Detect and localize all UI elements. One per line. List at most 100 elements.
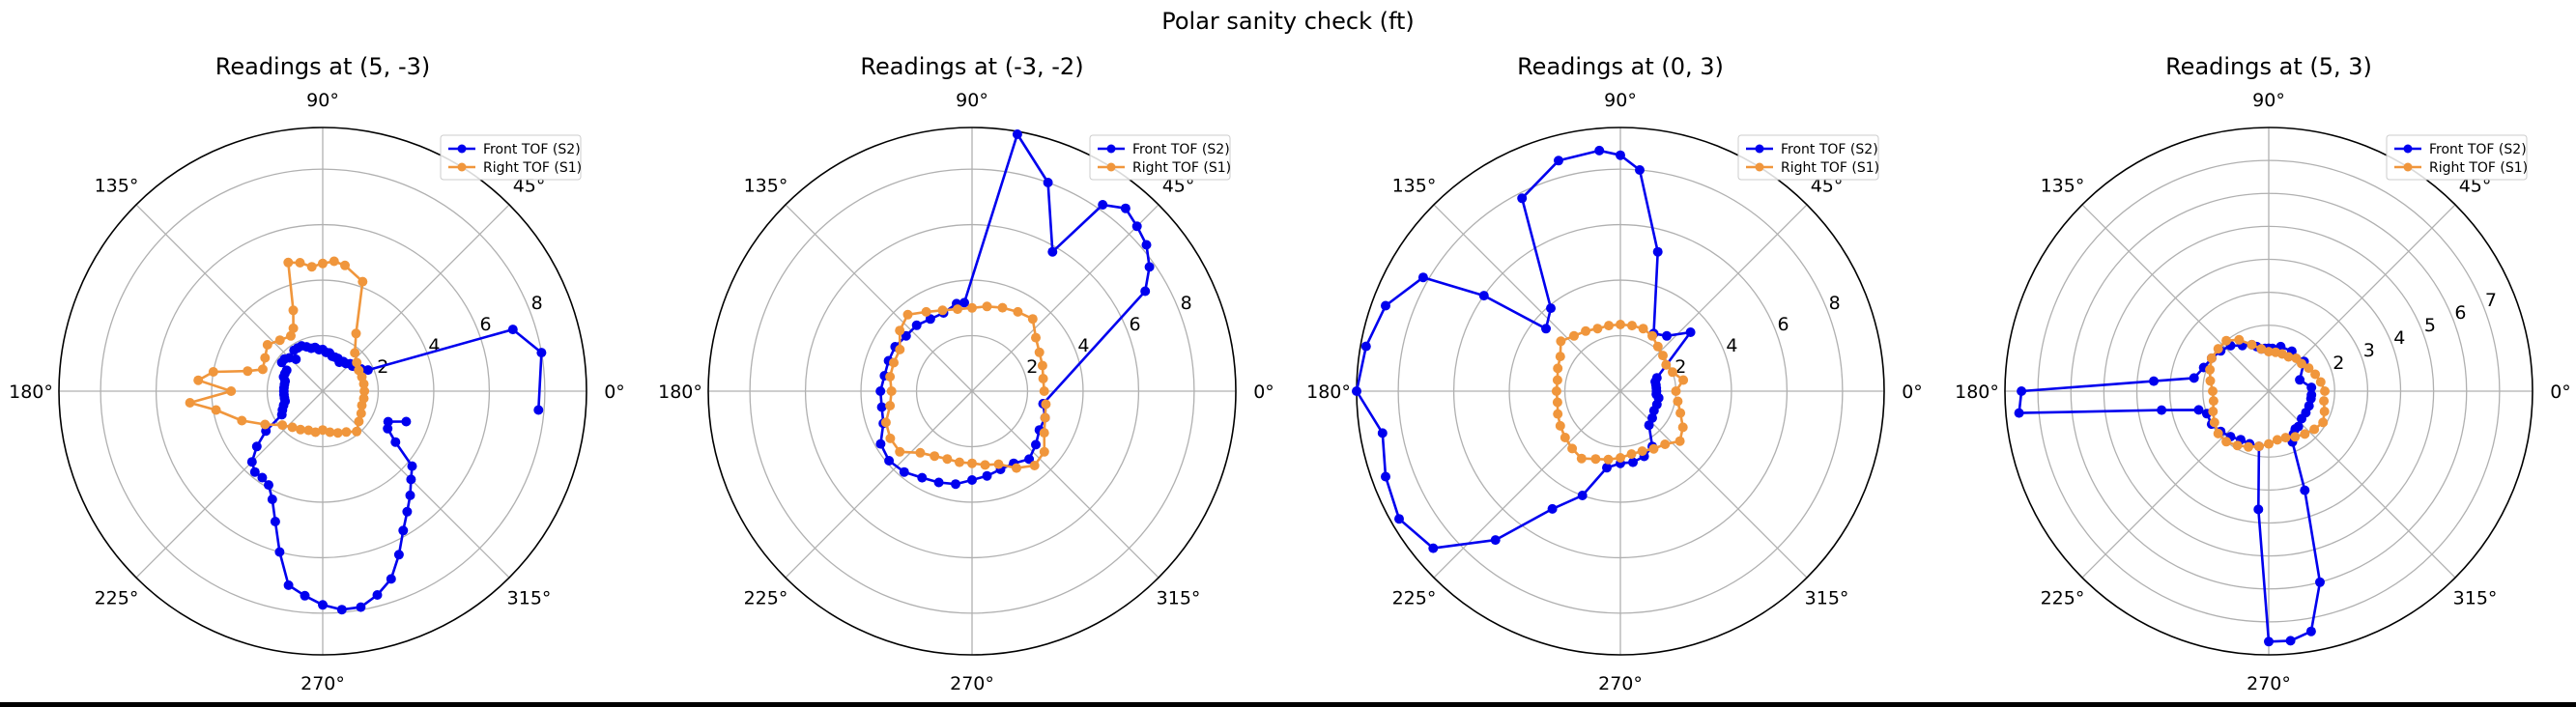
- right-tof-point: [1637, 446, 1647, 457]
- front-tof-point: [300, 590, 310, 601]
- legend-marker: [1755, 162, 1764, 172]
- right-tof-point: [2264, 438, 2274, 449]
- right-tof-point: [318, 258, 328, 269]
- right-tof-point: [1604, 321, 1614, 331]
- subplot-title: Readings at (5, 3): [2165, 53, 2372, 80]
- right-tof-point: [889, 357, 899, 368]
- legend-marker: [2403, 144, 2413, 154]
- polar-chart: Readings at (-3, -2) 0° 45° 90° 135° 180° 225°…: [658, 53, 1274, 694]
- angular-gridline: [785, 390, 973, 579]
- right-tof-point: [2208, 407, 2218, 416]
- front-tof-point: [251, 441, 262, 452]
- right-tof-point: [2264, 347, 2274, 357]
- front-tof-point: [246, 457, 257, 467]
- angle-tick-label: 315°: [1805, 588, 1849, 609]
- right-tof-point: [1671, 386, 1681, 396]
- right-tof-point: [306, 262, 317, 272]
- front-tof-point: [1577, 491, 1588, 500]
- front-tof-series-line: [1355, 149, 1692, 550]
- legend-box: [440, 134, 582, 181]
- right-tof-point: [211, 405, 221, 415]
- front-tof-point: [1131, 221, 1142, 232]
- right-tof-point: [257, 364, 268, 375]
- front-tof-point: [536, 348, 547, 358]
- front-tof-point: [1478, 291, 1489, 301]
- angle-tick-label: 90°: [306, 90, 339, 111]
- front-tof-point: [318, 600, 328, 610]
- polar-chart: Readings at (5, -3) 0° 45° 90° 135° 180° 225° 2…: [9, 53, 625, 694]
- front-tof-point: [264, 480, 273, 491]
- legend-marker: [457, 144, 467, 154]
- right-tof-point: [1013, 306, 1023, 317]
- legend-label: Front TOF (S2): [1781, 142, 1878, 157]
- angular-gridline: [1619, 204, 1808, 392]
- right-tof-point: [1039, 428, 1049, 438]
- front-tof-point: [383, 416, 393, 427]
- front-tof-point: [959, 297, 969, 308]
- front-tof-point: [386, 574, 396, 584]
- legend-label: Right TOF (S1): [1132, 160, 1231, 176]
- front-tof-point: [1394, 514, 1404, 524]
- right-tof-point: [980, 460, 990, 470]
- right-tof-point: [352, 426, 362, 437]
- right-tof-point: [237, 415, 247, 426]
- right-tof-point: [1556, 336, 1566, 347]
- front-tof-point: [407, 461, 417, 471]
- front-tof-point: [1140, 286, 1151, 297]
- front-tof-point: [1541, 324, 1551, 334]
- right-tof-point: [1673, 396, 1683, 407]
- right-tof-point: [1560, 433, 1570, 442]
- right-tof-point: [1553, 363, 1563, 374]
- front-tof-point: [1662, 330, 1672, 341]
- front-tof-point: [1554, 156, 1563, 166]
- figure-title: Polar sanity check (ft): [1161, 8, 1415, 35]
- angle-tick-label: 90°: [2252, 90, 2285, 111]
- right-tof-point: [915, 447, 926, 458]
- right-tof-point: [967, 302, 977, 313]
- radial-tick-label: 7: [2485, 290, 2497, 311]
- front-tof-point: [884, 456, 895, 466]
- front-tof-point: [1647, 412, 1657, 423]
- front-tof-point: [982, 470, 992, 481]
- right-tof-point: [895, 325, 905, 336]
- legend-marker: [1106, 144, 1116, 154]
- right-tof-point: [895, 344, 905, 354]
- bottom-border: [0, 702, 2576, 707]
- right-tof-point: [997, 302, 1008, 313]
- front-tof-point: [2285, 636, 2296, 646]
- right-tof-point: [2318, 417, 2329, 428]
- subplot-title: Readings at (5, -3): [215, 53, 430, 80]
- angle-tick-label: 180°: [1955, 382, 1999, 403]
- right-tof-point: [358, 393, 369, 404]
- right-tof-point: [2291, 354, 2302, 363]
- right-tof-point: [1675, 408, 1686, 418]
- front-tof-point: [2157, 405, 2167, 415]
- legend: Front TOF (S2) Right TOF (S1): [2386, 134, 2528, 181]
- angular-gridline: [135, 390, 324, 579]
- front-tof-point: [356, 602, 366, 612]
- front-tof-point: [2305, 393, 2316, 404]
- right-tof-point: [885, 433, 896, 443]
- right-tof-point: [356, 409, 366, 418]
- front-tof-point: [507, 325, 518, 335]
- front-tof-point: [1616, 150, 1625, 160]
- legend-label: Front TOF (S2): [1132, 142, 1230, 157]
- angle-tick-label: 45°: [1162, 175, 1195, 196]
- right-tof-point: [1031, 332, 1041, 343]
- right-tof-point: [993, 459, 1004, 469]
- front-tof-point: [276, 357, 287, 368]
- right-tof-point: [955, 457, 964, 467]
- right-tof-point: [921, 306, 931, 317]
- right-tof-point: [1576, 453, 1587, 464]
- front-tof-point: [2253, 504, 2264, 515]
- right-tof-point: [1555, 352, 1565, 362]
- radial-tick-label: 2: [2333, 353, 2344, 374]
- front-tof-point: [372, 590, 383, 600]
- right-tof-point: [1553, 409, 1563, 419]
- front-tof-point: [289, 345, 300, 355]
- right-tof-point: [1038, 374, 1048, 383]
- radial-tick-label: 2: [377, 356, 388, 378]
- right-tof-point: [2300, 429, 2310, 439]
- angle-tick-label: 0°: [1902, 382, 1923, 403]
- front-tof-point: [1144, 262, 1155, 272]
